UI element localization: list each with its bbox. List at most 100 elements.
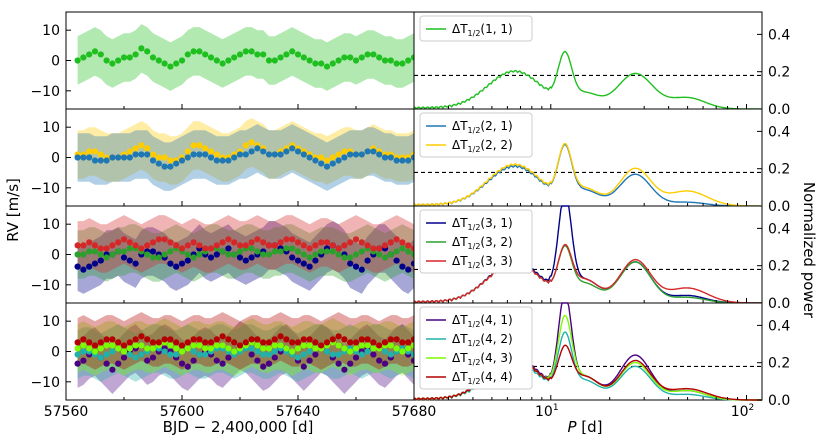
rv-point (109, 251, 116, 258)
rv-point (178, 245, 186, 252)
rv-point (109, 342, 116, 349)
rv-point (149, 157, 157, 164)
rv-point (219, 239, 226, 246)
rv-point (74, 242, 81, 249)
rv-point (184, 345, 191, 352)
rv-point (312, 251, 319, 258)
rv-point (376, 151, 383, 158)
rv-ytick-label: −10 (30, 181, 60, 197)
power-ytick-label: 0.0 (768, 393, 790, 409)
rv-point (202, 151, 209, 158)
rv-point (144, 145, 151, 152)
rv-point (196, 151, 203, 158)
rv-point (167, 260, 174, 267)
rv-point (74, 263, 81, 270)
rv-point (312, 157, 319, 164)
rv-point (138, 151, 145, 158)
rv-point (126, 339, 133, 346)
rv-point (358, 239, 365, 246)
rv-point (370, 345, 377, 352)
rv-point (399, 60, 406, 67)
rv-point (341, 54, 348, 61)
rv-point (207, 148, 215, 155)
rv-point (300, 363, 307, 370)
rv-point (242, 339, 249, 346)
rv-point (294, 51, 302, 58)
rv-point (265, 360, 273, 367)
rv-point (248, 351, 255, 358)
rv-point (144, 345, 151, 352)
period-xtick-label: 101 (535, 403, 559, 420)
rv-point (265, 345, 273, 352)
rv-point (323, 339, 331, 346)
rv-point (132, 354, 139, 361)
rv-point (74, 345, 81, 352)
periodogram-curve (413, 142, 762, 207)
rv-point (277, 151, 284, 158)
rv-point (254, 236, 261, 243)
rv-point (335, 157, 342, 164)
rv-point (97, 354, 104, 361)
periodogram-curve (413, 243, 762, 304)
rv-point (126, 148, 133, 155)
rv-point (393, 157, 400, 164)
rv-point (97, 345, 104, 352)
rv-point (213, 157, 220, 164)
rv-point (207, 254, 215, 261)
rv-point (196, 251, 203, 258)
rv-point (184, 251, 191, 258)
rv-point (300, 336, 307, 343)
period-symbol: P (567, 418, 577, 436)
rv-point (318, 60, 325, 67)
rv-point (405, 339, 412, 346)
rv-point (242, 257, 249, 264)
rv-point (178, 360, 186, 367)
rv-point (91, 248, 99, 255)
rv-point (312, 345, 319, 352)
rv-point (271, 151, 278, 158)
rv-point (399, 239, 406, 246)
rv-point (149, 354, 157, 361)
rv-point (364, 348, 371, 355)
rv-point (271, 348, 278, 355)
rv-point (352, 345, 360, 352)
rv-point (161, 251, 168, 258)
rv-point (347, 339, 354, 346)
rv-point (155, 154, 162, 161)
rv-point (80, 348, 87, 355)
rv-point (347, 54, 354, 61)
rv-point (248, 139, 255, 146)
rv-point (312, 339, 319, 346)
rv-point (271, 57, 278, 64)
rv-point (376, 342, 383, 349)
rv-point (213, 336, 220, 343)
rv-point (323, 348, 331, 355)
rv-point (184, 148, 191, 155)
rv-point (306, 336, 313, 343)
rv-point (387, 57, 394, 64)
rv-band (77, 24, 420, 91)
rv-point (207, 345, 215, 352)
rv-point (364, 242, 371, 249)
rv-point (86, 239, 93, 246)
rv-point (173, 242, 180, 249)
rv-point (74, 57, 81, 64)
rv-point (115, 154, 122, 161)
rv-point (91, 48, 99, 55)
rv-point (381, 57, 389, 64)
rv-ytick-label: 10 (42, 314, 60, 330)
rv-point (289, 339, 296, 346)
rv-point (231, 339, 238, 346)
rv-point (109, 348, 116, 355)
rv-point (103, 254, 110, 261)
power-ytick-label: 0.2 (768, 162, 790, 178)
rv-point (80, 336, 87, 343)
rv-point (74, 154, 81, 161)
rv-point (126, 351, 133, 358)
rv-point (155, 254, 162, 261)
rv-point (144, 357, 151, 364)
rv-point (352, 251, 360, 258)
rv-point (335, 245, 342, 252)
rv-point (329, 242, 336, 249)
rv-point (260, 363, 267, 370)
